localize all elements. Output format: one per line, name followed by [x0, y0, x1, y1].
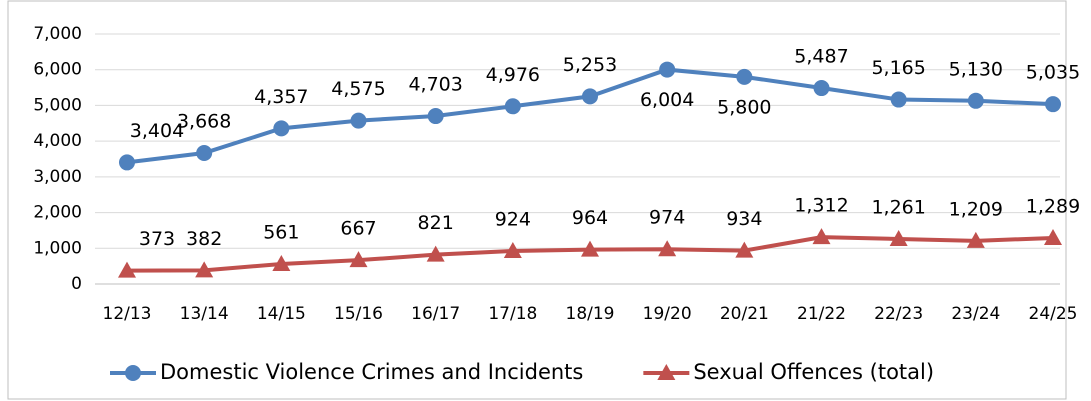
data-point — [349, 251, 368, 268]
x-tick-label: 18/19 — [566, 304, 615, 324]
data-point — [195, 261, 214, 278]
data-label: 3,668 — [177, 111, 231, 133]
data-label: 5,253 — [563, 54, 617, 76]
data-point — [967, 92, 984, 109]
x-tick-label: 14/15 — [257, 304, 306, 324]
data-label: 561 — [263, 221, 299, 243]
data-point — [196, 145, 213, 161]
data-point — [1044, 228, 1062, 245]
x-tick-label: 19/20 — [643, 304, 692, 324]
legend-marker — [657, 364, 676, 380]
data-label: 5,487 — [794, 46, 848, 68]
y-tick-label: 4,000 — [33, 131, 82, 151]
data-label: 934 — [726, 208, 762, 230]
chart-frame — [7, 0, 1067, 400]
data-label: 974 — [649, 207, 685, 229]
data-label: 821 — [418, 212, 454, 234]
data-point — [889, 229, 908, 246]
x-tick-label: 21/22 — [797, 304, 846, 324]
legend-label: Domestic Violence Crimes and Incidents — [160, 360, 583, 384]
data-point — [966, 231, 985, 248]
series-line — [126, 67, 1054, 165]
data-point — [658, 240, 677, 257]
data-point — [581, 240, 599, 257]
data-label: 5,035 — [1026, 62, 1080, 84]
x-tick-label: 23/24 — [951, 304, 1000, 324]
x-tick-label: 24/25 — [1029, 304, 1078, 324]
data-point — [812, 228, 831, 245]
y-tick-label: 3,000 — [33, 167, 82, 187]
data-label: 924 — [495, 209, 531, 231]
x-tick-label: 17/18 — [488, 304, 537, 324]
data-label: 382 — [186, 228, 222, 250]
data-label: 6,004 — [640, 89, 694, 111]
x-tick-label: 12/13 — [103, 304, 152, 324]
legend-label: Sexual Offences (total) — [693, 360, 934, 384]
data-point — [735, 241, 754, 258]
x-tick-label: 15/16 — [334, 304, 383, 324]
data-point — [1045, 96, 1061, 113]
legend-marker — [125, 365, 141, 381]
data-label: 3,404 — [130, 120, 184, 142]
y-tick-label: 6,000 — [33, 60, 82, 80]
data-point — [890, 91, 907, 108]
data-point — [426, 245, 445, 262]
data-point — [736, 68, 753, 85]
data-label: 1,289 — [1026, 195, 1080, 217]
data-label: 1,312 — [794, 195, 848, 217]
data-point — [427, 108, 444, 125]
data-point — [272, 254, 291, 271]
x-tick-label: 13/14 — [180, 304, 229, 324]
data-label: 5,130 — [949, 58, 1003, 80]
data-label: 5,800 — [717, 96, 771, 118]
data-point — [350, 112, 367, 129]
data-label: 4,976 — [486, 64, 540, 86]
y-tick-label: 5,000 — [33, 95, 82, 115]
x-tick-label: 20/21 — [720, 304, 769, 324]
data-point — [504, 98, 521, 115]
y-tick-label: 0 — [71, 274, 82, 294]
data-label: 667 — [340, 218, 376, 240]
data-label: 373 — [139, 228, 175, 250]
data-label: 1,209 — [949, 198, 1003, 220]
data-point — [813, 80, 830, 97]
data-label: 964 — [572, 207, 608, 229]
y-tick-label: 2,000 — [33, 203, 82, 223]
x-tick-label: 16/17 — [411, 304, 460, 324]
data-label: 1,261 — [871, 196, 925, 218]
data-point — [582, 88, 598, 105]
data-label: 4,575 — [331, 78, 385, 100]
y-tick-label: 7,000 — [33, 24, 82, 44]
data-label: 4,703 — [408, 74, 462, 96]
data-point — [273, 120, 290, 137]
data-label: 5,165 — [871, 57, 925, 79]
data-point — [119, 154, 135, 171]
x-tick-label: 22/23 — [874, 304, 923, 324]
y-tick-label: 1,000 — [33, 238, 82, 258]
data-label: 4,357 — [254, 86, 308, 108]
data-point — [659, 61, 676, 78]
data-point — [118, 261, 136, 278]
data-point — [503, 242, 522, 258]
